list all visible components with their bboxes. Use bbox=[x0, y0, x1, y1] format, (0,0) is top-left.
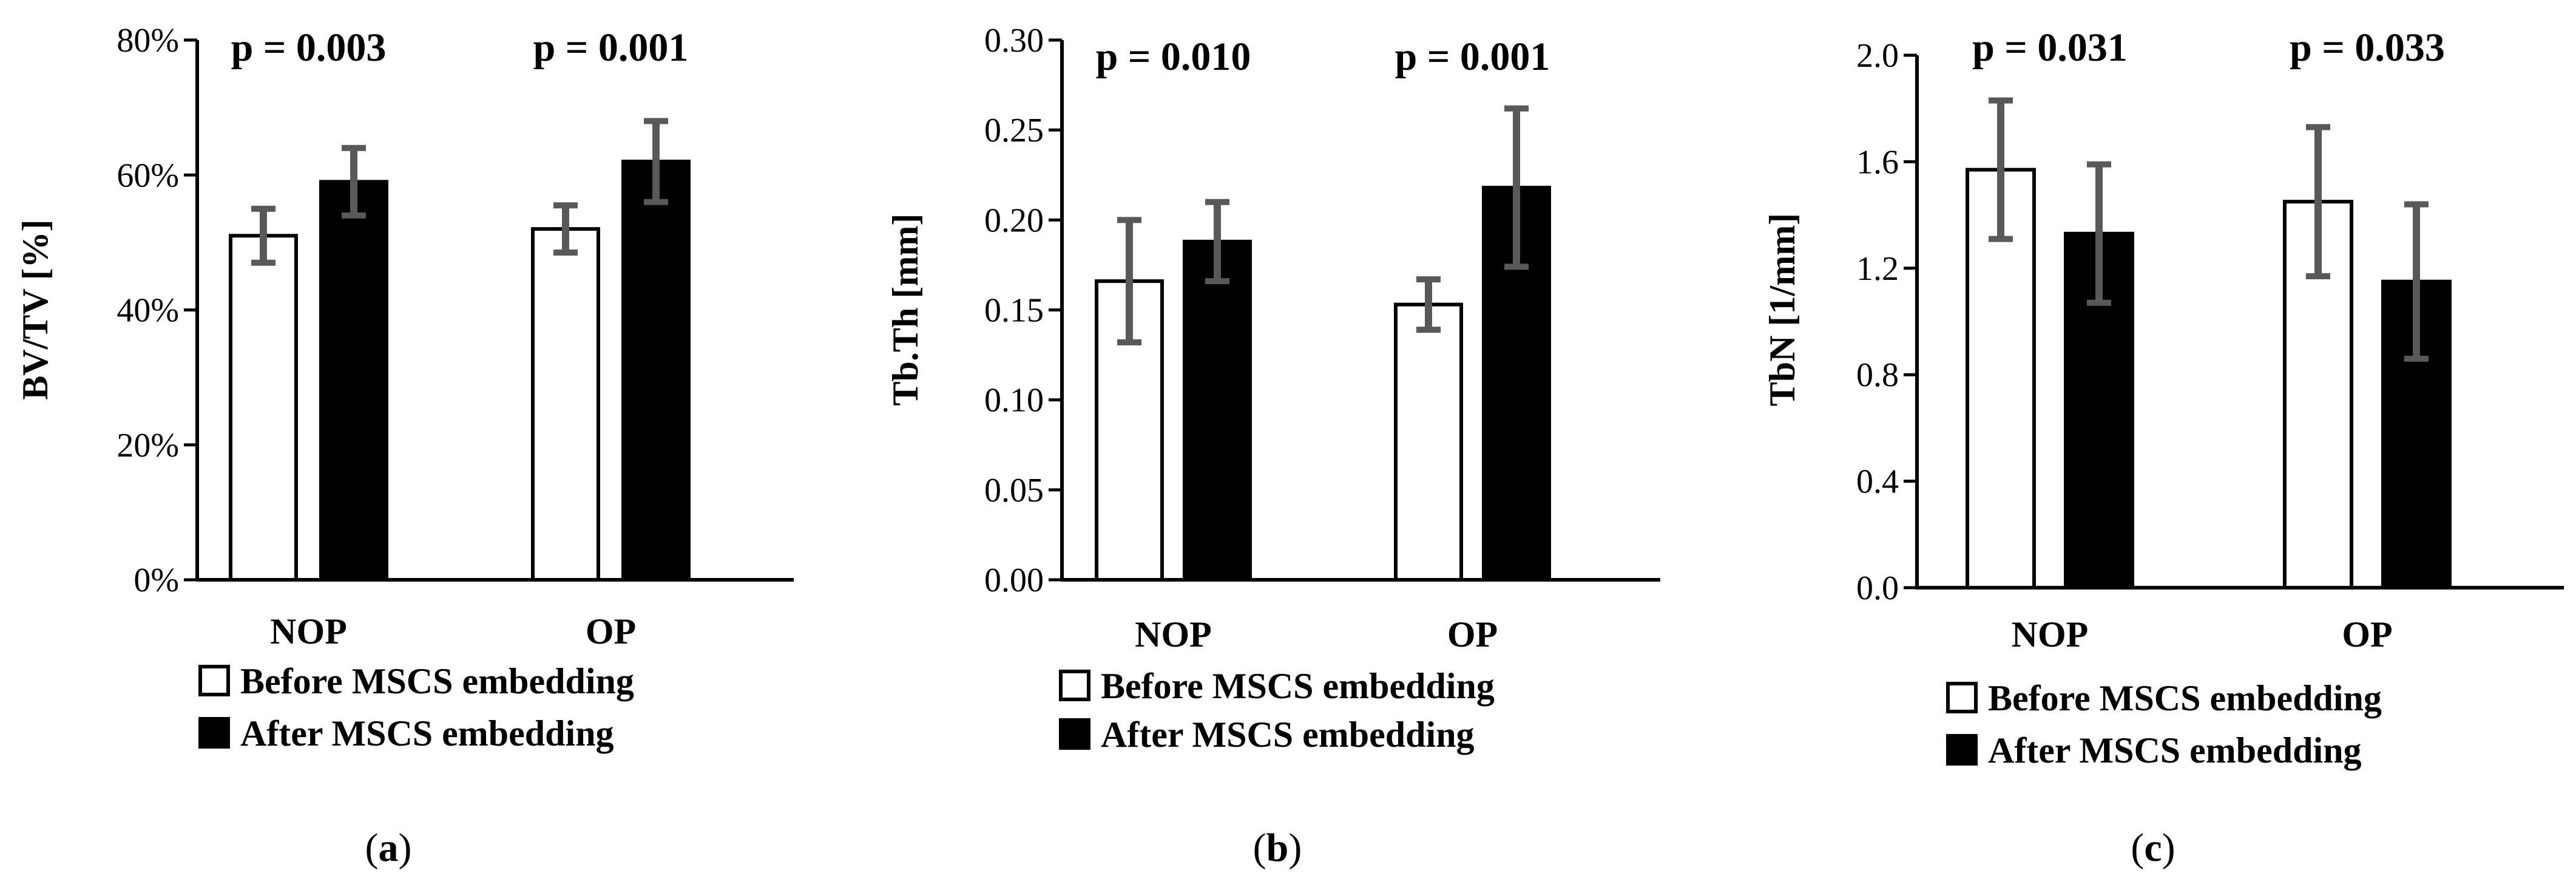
legend: Before MSCS embedding After MSCS embeddin… bbox=[198, 661, 634, 753]
y-tick-label: 0.4 bbox=[1856, 463, 1899, 501]
y-tick-label: 0% bbox=[134, 562, 179, 599]
y-tick-label: 0.15 bbox=[984, 292, 1044, 330]
chart-panel-a: 0% 20% 40% 60% 80% BV/TV [%] NOP p = 0.003 OP p =… bbox=[15, 22, 794, 870]
y-tick-label: 0.00 bbox=[984, 562, 1044, 599]
y-tick-label: 20% bbox=[117, 427, 179, 464]
panel-label: (c) bbox=[2131, 826, 2175, 870]
legend-label: After MSCS embedding bbox=[1988, 730, 2362, 770]
x-category-label: OP bbox=[2342, 614, 2392, 654]
panel-letter: a bbox=[379, 826, 399, 870]
y-tick-label: 0.8 bbox=[1856, 356, 1899, 394]
legend-swatch bbox=[1059, 670, 1090, 701]
x-category-label: OP bbox=[586, 611, 636, 651]
y-tick-label: 60% bbox=[117, 157, 179, 194]
p-value-annotation: p = 0.001 bbox=[1395, 35, 1550, 79]
legend-swatch bbox=[1946, 734, 1978, 766]
y-axis-title: BV/TV [%] bbox=[15, 219, 55, 399]
legend-swatch bbox=[1059, 718, 1090, 750]
p-value-annotation: p = 0.001 bbox=[533, 25, 689, 70]
y-tick-label: 80% bbox=[117, 22, 179, 59]
y-tick-label: 40% bbox=[117, 292, 179, 330]
p-value-annotation: p = 0.033 bbox=[2290, 25, 2445, 70]
legend-label: Before MSCS embedding bbox=[1101, 666, 1495, 706]
bar-before-nop bbox=[229, 234, 298, 582]
y-tick-label: 0.20 bbox=[984, 202, 1044, 239]
panel-label: (b) bbox=[1253, 826, 1302, 870]
legend-label: After MSCS embedding bbox=[240, 713, 614, 753]
bar-after-nop bbox=[1183, 239, 1252, 582]
chart-panel-c: 0.0 0.4 0.8 1.2 1.6 2.0 TbN [1/mm] NOP p = 0.031… bbox=[1762, 25, 2564, 870]
y-tick-label: 0.10 bbox=[984, 382, 1044, 420]
legend-swatch bbox=[198, 665, 230, 696]
y-tick-label: 2.0 bbox=[1856, 37, 1899, 75]
panel-label: (a) bbox=[365, 826, 412, 870]
p-value-annotation: p = 0.031 bbox=[1972, 25, 2128, 70]
y-tick-label: 1.6 bbox=[1856, 143, 1899, 181]
bar-before-nop bbox=[1966, 168, 2036, 590]
legend-label: Before MSCS embedding bbox=[1988, 678, 2382, 718]
bar-after-nop bbox=[319, 180, 388, 582]
panel-letter: b bbox=[1266, 826, 1289, 870]
legend-swatch bbox=[198, 717, 230, 749]
y-tick-label: 0.25 bbox=[984, 112, 1044, 149]
y-axis-title: TbN [1/mm] bbox=[1762, 213, 1802, 406]
legend-label: After MSCS embedding bbox=[1101, 715, 1475, 755]
y-tick-label: 1.2 bbox=[1856, 250, 1899, 288]
y-tick-label: 0.0 bbox=[1856, 569, 1899, 607]
x-category-label: OP bbox=[1447, 614, 1498, 654]
p-value-annotation: p = 0.003 bbox=[231, 25, 387, 70]
x-category-label: NOP bbox=[1135, 614, 1212, 654]
bar-before-op bbox=[1394, 302, 1463, 582]
y-axis-title: Tb.Th [mm] bbox=[885, 214, 925, 406]
x-category-label: NOP bbox=[270, 611, 347, 651]
legend: Before MSCS embedding After MSCS embeddin… bbox=[1946, 678, 2382, 770]
y-tick-label: 0.30 bbox=[984, 22, 1044, 59]
y-tick-label: 0.05 bbox=[984, 472, 1044, 509]
p-value-annotation: p = 0.010 bbox=[1096, 35, 1251, 79]
legend-swatch bbox=[1946, 682, 1978, 713]
bar-after-op bbox=[621, 160, 691, 582]
x-category-label: NOP bbox=[2012, 614, 2089, 654]
legend: Before MSCS embedding After MSCS embeddin… bbox=[1059, 666, 1495, 755]
legend-label: Before MSCS embedding bbox=[240, 661, 634, 701]
bar-before-op bbox=[531, 227, 600, 582]
panel-letter: c bbox=[2144, 826, 2162, 870]
chart-panel-b: 0.00 0.05 0.10 0.15 0.20 0.25 0.30 Tb.Th [mm] NO… bbox=[885, 22, 1660, 870]
